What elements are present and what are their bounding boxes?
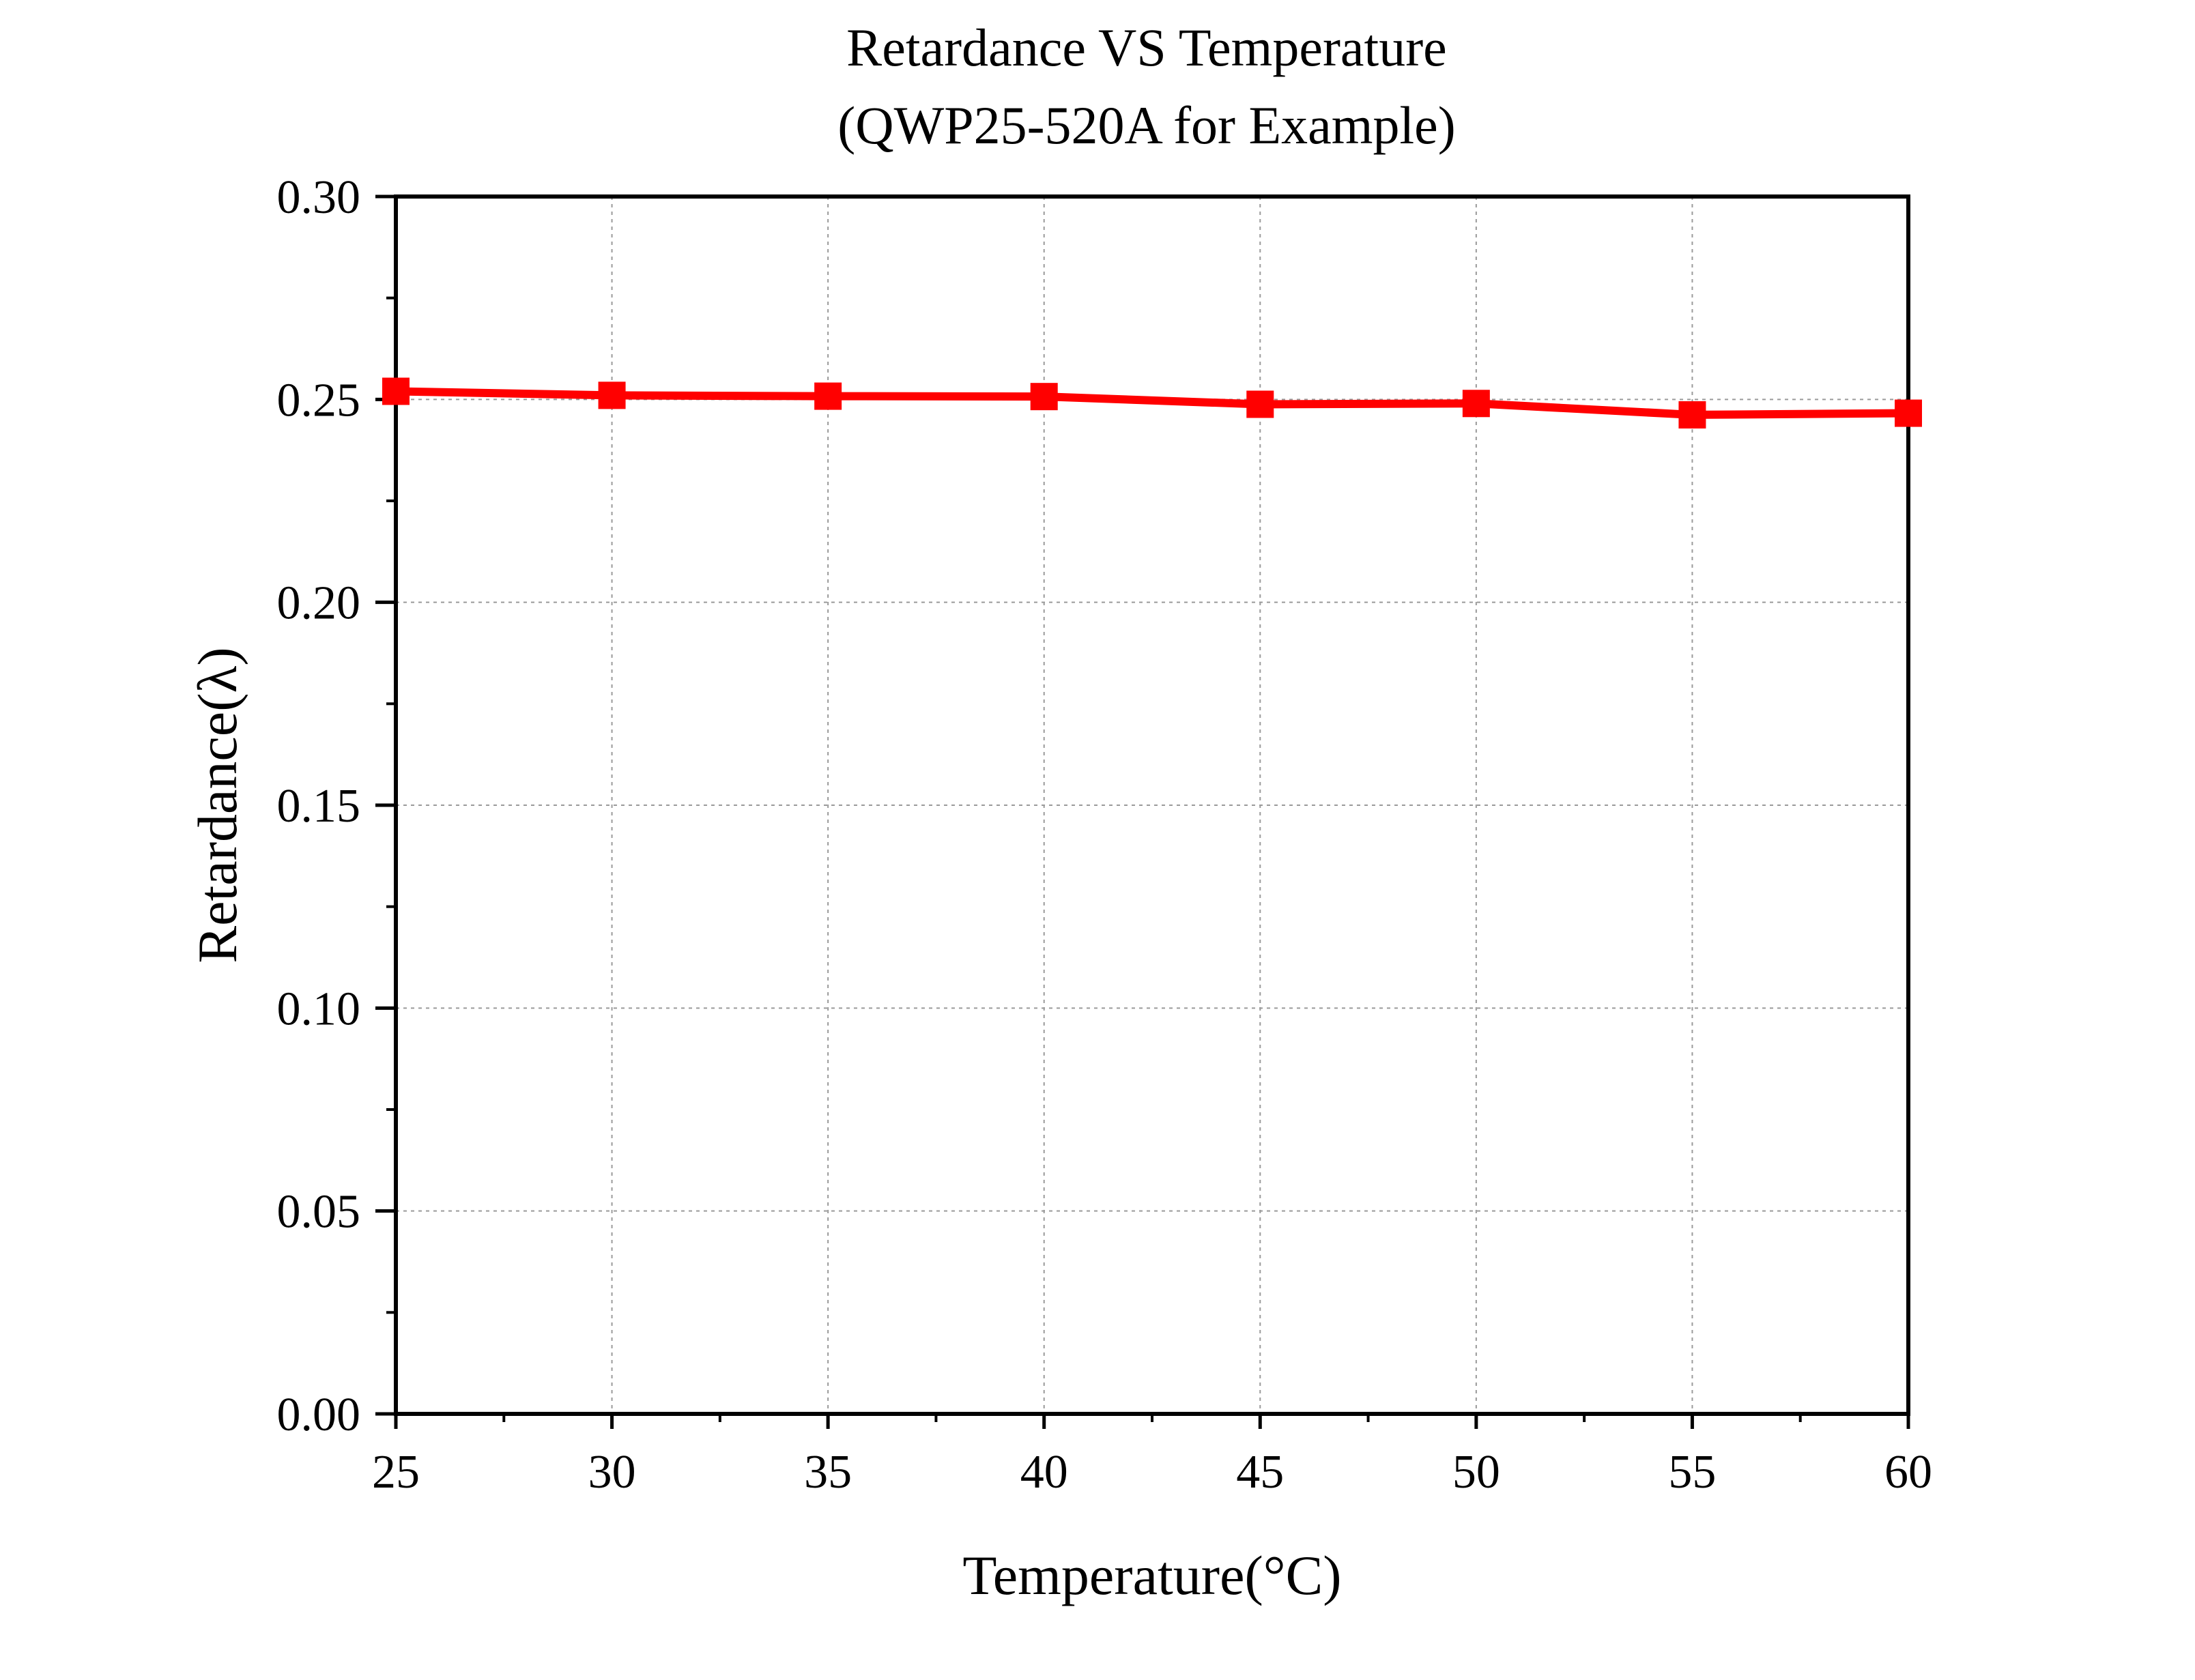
x-tick-label: 45 (1236, 1446, 1284, 1498)
data-point-marker (814, 382, 842, 410)
data-point-marker (382, 377, 410, 405)
x-tick-labels: 25 30 35 40 45 50 55 60 (372, 1446, 1932, 1498)
y-tick-label: 0.10 (277, 983, 361, 1035)
y-tick-labels: 0.00 0.05 0.10 0.15 0.20 0.25 0.30 (277, 171, 361, 1441)
grid (396, 197, 1908, 1414)
major-ticks (375, 194, 1910, 1429)
x-tick-label: 35 (804, 1446, 852, 1498)
minor-ticks (386, 296, 1802, 1422)
chart-title: Retardance VS Temperature (846, 18, 1447, 77)
x-tick-label: 50 (1452, 1446, 1500, 1498)
series-line (395, 387, 1909, 419)
y-tick-label: 0.30 (277, 171, 361, 224)
y-tick-label: 0.15 (277, 780, 361, 832)
x-tick-label: 60 (1884, 1446, 1932, 1498)
x-tick-label: 40 (1020, 1446, 1068, 1498)
data-point-marker (1462, 390, 1490, 418)
x-tick-label: 30 (588, 1446, 636, 1498)
y-tick-label: 0.20 (277, 577, 361, 630)
data-point-marker (1030, 383, 1058, 411)
data-point-marker (1678, 401, 1706, 429)
data-point-marker (598, 381, 626, 409)
y-tick-label: 0.05 (277, 1186, 361, 1239)
data-point-marker (1895, 399, 1922, 427)
series (382, 377, 1922, 429)
y-tick-label: 0.25 (277, 374, 361, 426)
y-axis-title: Retardance(λ) (186, 647, 248, 963)
y-tick-label: 0.00 (277, 1389, 361, 1441)
x-tick-label: 55 (1668, 1446, 1716, 1498)
x-axis-title: Temperature(°C) (962, 1544, 1341, 1606)
data-point-marker (1246, 390, 1274, 418)
chart-subtitle: (QWP25-520A for Example) (837, 96, 1455, 155)
x-tick-label: 25 (372, 1446, 420, 1498)
